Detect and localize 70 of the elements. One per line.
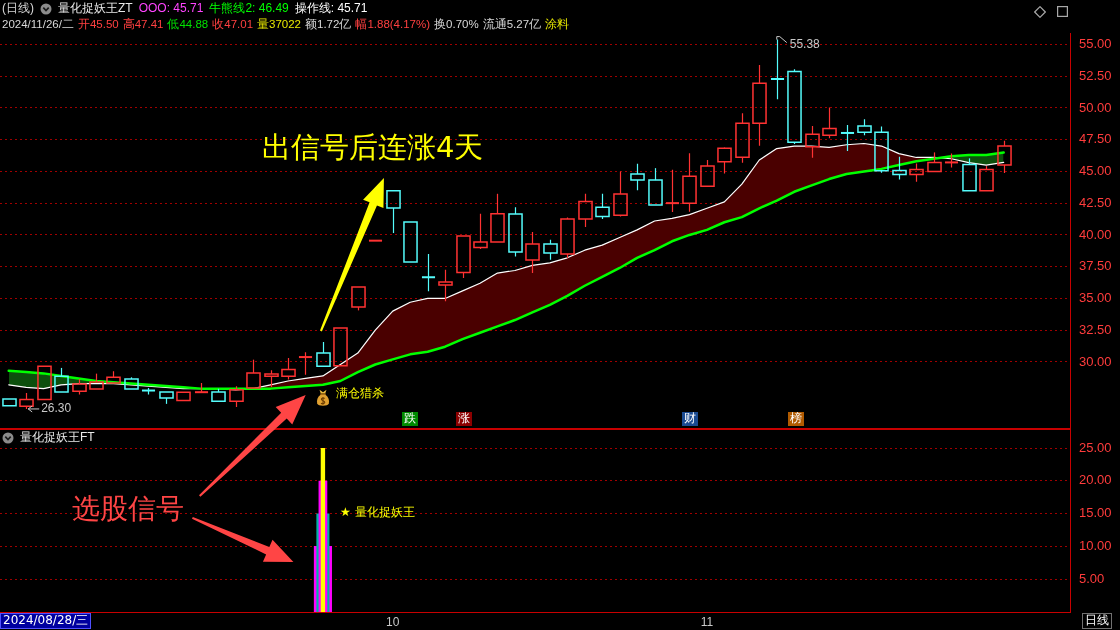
y-tick-label: 50.00: [1079, 99, 1112, 115]
candlestick: [805, 125, 820, 159]
text: 高47.41: [122, 17, 164, 32]
text: 操作线: 45.71: [294, 1, 368, 16]
candlestick: [525, 231, 540, 274]
candlestick: [630, 163, 645, 191]
y-tick-label: 42.50: [1079, 194, 1112, 210]
candlestick: [840, 124, 855, 152]
y-tick-label: 20.00: [1079, 472, 1112, 488]
annotation: 榜: [788, 411, 804, 426]
candlestick: [770, 39, 785, 100]
text: 低44.88: [167, 17, 209, 32]
chart-title: 量化捉妖王ZT: [58, 1, 133, 16]
text: 流通5.27亿: [482, 17, 542, 32]
candlestick: [333, 327, 348, 367]
text: 牛熊线2: 46.49: [209, 1, 289, 16]
text: 2024/08/28/三: [0, 613, 92, 629]
candlestick: [368, 239, 383, 242]
y-tick-label: 40.00: [1079, 226, 1112, 242]
annotation: 出信号后连涨4天: [262, 130, 484, 165]
annotation: 财: [682, 411, 698, 426]
text: 幅1.88(4.17%): [355, 17, 431, 32]
text: 开45.50: [77, 17, 119, 32]
annotation: 26.30: [41, 401, 72, 416]
annotation: ★ 量化捉妖王: [340, 505, 415, 520]
x-tick-label: 10: [386, 614, 400, 629]
candlestick: [421, 253, 436, 292]
text: 收47.01: [212, 17, 254, 32]
y-tick-label: 10.00: [1079, 537, 1112, 553]
text: 换0.70%: [434, 17, 479, 32]
text: 涂料: [545, 17, 570, 32]
candlestick: [438, 269, 453, 302]
annotation: 55.38: [789, 36, 821, 51]
candlestick: [473, 213, 488, 250]
annotation: 选股信号: [72, 492, 184, 526]
text: OOO: 45.71: [138, 1, 204, 16]
y-tick-label: 55.00: [1079, 36, 1112, 52]
y-tick-label: 32.50: [1079, 321, 1112, 337]
candlestick: [752, 64, 767, 147]
text: 量37022: [257, 17, 302, 32]
y-tick-label: 45.00: [1079, 163, 1112, 179]
annotation: 满仓猎杀: [336, 386, 384, 401]
text: 日线: [1082, 613, 1112, 629]
annotation: 跌: [402, 411, 418, 426]
y-tick-label: 35.00: [1079, 290, 1112, 306]
candlestick: [2, 398, 17, 407]
candlestick: [490, 193, 505, 243]
y-tick-label: 25.00: [1079, 439, 1112, 455]
y-tick-label: 15.00: [1079, 505, 1112, 521]
x-tick-label: 11: [700, 614, 714, 629]
y-tick-label: 47.50: [1079, 131, 1112, 147]
text: 2024/11/26/二: [2, 17, 74, 32]
candlestick: [665, 169, 680, 213]
candlestick: [386, 190, 401, 234]
y-tick-label: 37.50: [1079, 258, 1112, 274]
y-tick-label: 52.50: [1079, 67, 1112, 83]
candlestick: [613, 170, 628, 216]
text: (日线): [2, 1, 34, 16]
candlestick: [403, 221, 418, 263]
y-tick-label: 30.00: [1079, 353, 1112, 369]
chart-title: 量化捉妖王FT: [20, 430, 95, 445]
y-tick-label: 5.00: [1079, 570, 1105, 586]
candlestick: [298, 351, 313, 376]
candlestick: [682, 152, 697, 213]
annotation: 涨: [456, 411, 472, 426]
candlestick: [37, 365, 52, 401]
candlestick: [176, 391, 191, 402]
candlestick: [822, 106, 837, 139]
text: 额1.72亿: [305, 17, 352, 32]
candlestick: [892, 156, 907, 181]
